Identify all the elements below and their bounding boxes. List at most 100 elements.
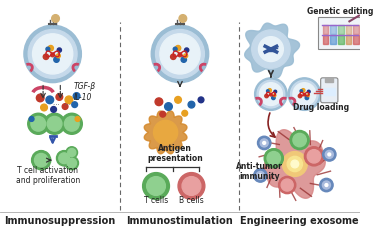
Circle shape [320,178,333,192]
Circle shape [267,152,280,165]
Circle shape [298,94,302,98]
Circle shape [254,169,267,182]
Circle shape [160,111,165,117]
Circle shape [73,93,80,99]
FancyBboxPatch shape [321,78,338,103]
Circle shape [165,103,172,110]
Circle shape [43,54,49,59]
Circle shape [303,93,306,96]
Bar [330,35,336,44]
Circle shape [325,150,333,158]
Text: Immunosuppression: Immunosuppression [4,216,115,226]
Circle shape [293,83,316,105]
Circle shape [48,46,53,51]
Circle shape [65,96,73,104]
Circle shape [52,15,59,22]
Circle shape [64,116,79,131]
Bar [338,35,344,44]
Circle shape [198,97,204,103]
Circle shape [182,110,188,116]
Circle shape [160,34,200,74]
Circle shape [61,113,82,134]
Circle shape [293,133,306,147]
Text: Drug loading: Drug loading [293,103,349,112]
Circle shape [33,34,73,74]
Circle shape [32,151,51,170]
Circle shape [51,106,56,112]
Circle shape [68,148,76,156]
Circle shape [288,78,321,110]
Circle shape [155,98,163,105]
Circle shape [66,147,77,158]
FancyBboxPatch shape [318,17,362,49]
Circle shape [271,96,275,100]
Text: T cells: T cells [144,196,168,205]
Circle shape [287,156,302,172]
Text: Immunostimulation: Immunostimulation [127,216,233,226]
Circle shape [291,160,299,168]
Circle shape [156,30,205,78]
Circle shape [263,142,265,144]
Circle shape [36,94,44,102]
Circle shape [307,94,309,97]
Circle shape [302,89,305,92]
Circle shape [308,90,310,93]
Circle shape [291,80,318,108]
Circle shape [62,104,68,110]
Text: B cells: B cells [179,196,204,205]
Text: ···  ···: ··· ··· [53,101,71,108]
Circle shape [259,83,282,105]
Circle shape [46,96,54,104]
Bar [353,25,359,34]
Text: Antigen
presentation: Antigen presentation [147,144,203,163]
Text: Genetic editing: Genetic editing [307,7,373,16]
Polygon shape [245,23,300,78]
Circle shape [265,94,268,98]
Circle shape [281,179,293,191]
Circle shape [188,101,195,108]
Circle shape [67,158,76,168]
Circle shape [258,37,284,62]
Circle shape [267,90,269,92]
Bar [323,35,328,44]
Bar [330,25,336,34]
Circle shape [252,30,290,68]
Text: Anti-tumor
immunity: Anti-tumor immunity [236,162,283,181]
Circle shape [75,117,80,121]
Circle shape [65,156,79,170]
Bar [338,25,344,34]
Circle shape [56,94,63,100]
Circle shape [171,54,176,59]
Circle shape [56,54,60,58]
Circle shape [322,181,331,189]
Circle shape [151,25,209,83]
Circle shape [72,102,77,108]
Circle shape [179,15,186,22]
Bar [323,25,328,34]
Circle shape [41,104,47,111]
Circle shape [46,47,50,51]
Circle shape [175,97,181,103]
Circle shape [182,177,201,195]
Circle shape [305,147,323,166]
Circle shape [178,53,182,57]
Circle shape [325,184,328,186]
Circle shape [282,152,307,177]
Circle shape [264,149,284,168]
Circle shape [28,30,77,78]
Circle shape [175,46,181,51]
Circle shape [279,177,296,194]
Circle shape [185,48,189,52]
Circle shape [28,113,49,134]
Circle shape [51,53,55,57]
Circle shape [181,57,186,62]
Circle shape [24,25,81,83]
Bar [326,78,333,82]
Circle shape [255,78,287,110]
Polygon shape [144,111,187,154]
Polygon shape [264,130,325,198]
Text: TGF-β
IL-10: TGF-β IL-10 [74,83,96,102]
Circle shape [143,173,170,199]
Circle shape [328,153,331,156]
Circle shape [258,136,271,150]
